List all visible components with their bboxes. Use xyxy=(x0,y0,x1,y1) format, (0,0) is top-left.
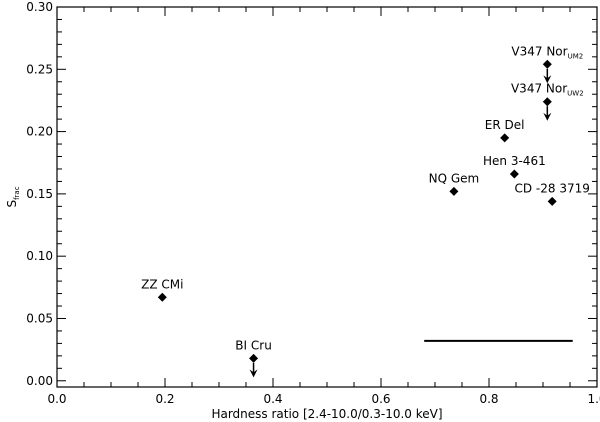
point-label-sub: UW2 xyxy=(567,90,584,98)
y-axis-label: Sfrac xyxy=(5,186,21,207)
point-label-name: Hen 3-461 xyxy=(483,154,546,168)
y-tick-label: 0.25 xyxy=(26,62,53,76)
x-tick-label: 1.0 xyxy=(587,392,600,406)
y-tick-label: 0.10 xyxy=(26,249,53,263)
point-label-sub: UM2 xyxy=(568,52,584,60)
data-point: BI Cru xyxy=(235,338,272,378)
point-label-name: NQ Gem xyxy=(429,171,480,185)
point-label: CD -28 3719 xyxy=(514,181,589,195)
diamond-marker xyxy=(500,133,510,143)
point-label-name: BI Cru xyxy=(235,338,272,352)
upper-limit-arrowhead xyxy=(249,369,258,378)
point-label: BI Cru xyxy=(235,338,272,352)
y-tick-label: 0.30 xyxy=(26,0,53,14)
point-label-name: ER Del xyxy=(485,118,525,132)
data-point: V347 NorUW2 xyxy=(511,82,584,121)
x-tick-label: 0.0 xyxy=(47,392,66,406)
diamond-marker xyxy=(542,97,552,107)
diamond-marker xyxy=(249,353,259,363)
data-point: ER Del xyxy=(485,118,525,143)
upper-limit-arrowhead xyxy=(543,112,552,121)
point-label: ZZ CMi xyxy=(141,277,183,291)
diamond-marker xyxy=(449,186,459,196)
plot-frame xyxy=(56,6,598,388)
data-point: CD -28 3719 xyxy=(514,181,590,206)
y-axis-label-sub: frac xyxy=(13,186,21,200)
y-tick-label: 0.15 xyxy=(26,187,53,201)
axes xyxy=(56,6,598,388)
y-tick-label: 0.20 xyxy=(26,125,53,139)
x-tick-label: 0.4 xyxy=(263,392,282,406)
x-tick-label: 0.8 xyxy=(479,392,498,406)
point-label: V347 NorUM2 xyxy=(511,44,583,60)
point-label-name: CD -28 3719 xyxy=(514,181,589,195)
data-point: Hen 3-461 xyxy=(483,154,546,179)
point-label: Hen 3-461 xyxy=(483,154,546,168)
point-label-name: V347 Nor xyxy=(511,44,567,58)
ticks: 0.0 0.2 0.4 0.6 0.8 1.0 0.00 0.05 0.10 0.15 0.20 0.… xyxy=(26,0,600,406)
diamond-marker xyxy=(542,59,552,69)
data-point: NQ Gem xyxy=(429,171,480,196)
point-label: V347 NorUW2 xyxy=(511,82,584,98)
diamond-marker xyxy=(157,292,167,302)
point-label-name: V347 Nor xyxy=(511,82,567,96)
data-point: ZZ CMi xyxy=(141,277,183,302)
diamond-marker xyxy=(509,169,519,179)
data-points: ZZ CMi BI Cru NQ Gem ER Del Hen 3-461 CD -28 … xyxy=(141,44,590,378)
diamond-marker xyxy=(547,196,557,206)
point-label: NQ Gem xyxy=(429,171,480,185)
point-label: ER Del xyxy=(485,118,525,132)
y-tick-label: 0.00 xyxy=(26,374,53,388)
y-tick-label: 0.05 xyxy=(26,311,53,325)
x-tick-label: 0.6 xyxy=(371,392,390,406)
point-label-name: ZZ CMi xyxy=(141,277,183,291)
x-axis-label: Hardness ratio [2.4-10.0/0.3-10.0 keV] xyxy=(211,407,442,421)
upper-limit-arrowhead xyxy=(543,75,552,84)
x-tick-label: 0.2 xyxy=(155,392,174,406)
data-point: V347 NorUM2 xyxy=(511,44,583,84)
y-axis-label-main: S xyxy=(5,200,19,208)
